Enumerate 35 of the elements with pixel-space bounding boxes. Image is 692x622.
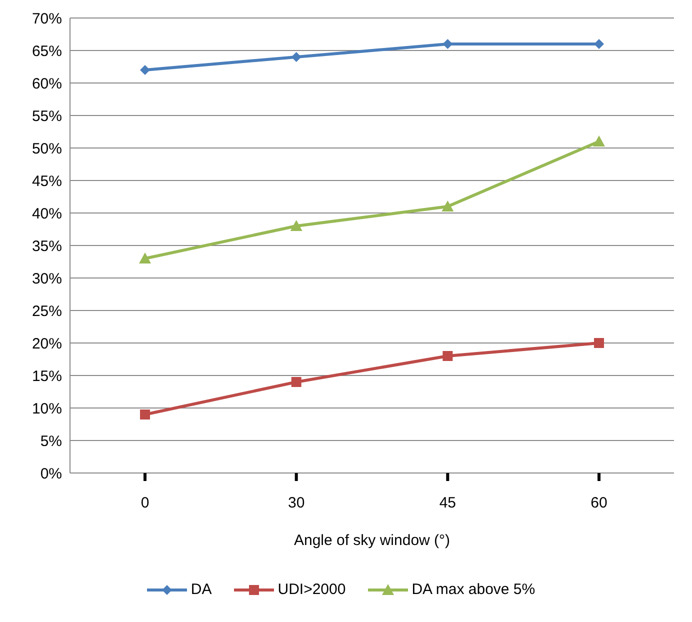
- y-tick-label: 15%: [32, 368, 62, 385]
- point: [140, 410, 150, 420]
- y-tick-label: 30%: [32, 270, 62, 288]
- point: [593, 136, 605, 146]
- y-tick-label: 50%: [32, 140, 62, 158]
- x-tick-label: 45: [439, 494, 456, 512]
- y-tick-label: 0%: [40, 465, 62, 482]
- y-tick-label: 60%: [32, 75, 62, 92]
- legend-label: UDI>2000: [276, 581, 346, 598]
- legend-label: DA: [190, 581, 212, 598]
- point: [594, 338, 604, 348]
- y-tick-label: 65%: [32, 42, 62, 60]
- y-tick-label: 35%: [32, 238, 62, 255]
- y-tick-label: 5%: [40, 432, 62, 450]
- y-tick-label: 55%: [32, 108, 62, 125]
- y-tick-label: 70%: [32, 10, 62, 28]
- y-tick-label: 45%: [32, 172, 62, 190]
- y-tick-label: 25%: [32, 302, 62, 320]
- x-tick-label: 60: [590, 494, 608, 512]
- point: [594, 39, 604, 49]
- point: [290, 220, 302, 231]
- point: [139, 252, 151, 264]
- y-tick-label: 40%: [32, 205, 62, 222]
- point: [291, 377, 302, 387]
- point: [442, 39, 453, 49]
- legend-label: DA max above 5%: [410, 581, 536, 598]
- x-axis-title: Angle of sky window (°): [294, 532, 450, 549]
- x-tick-label: 30: [288, 494, 305, 512]
- point: [291, 52, 302, 62]
- point: [442, 351, 453, 361]
- y-tick-label: 20%: [32, 335, 62, 352]
- x-tick-label: 0: [140, 494, 150, 512]
- point: [140, 65, 150, 75]
- point: [442, 200, 454, 212]
- y-tick-label: 10%: [32, 400, 62, 418]
